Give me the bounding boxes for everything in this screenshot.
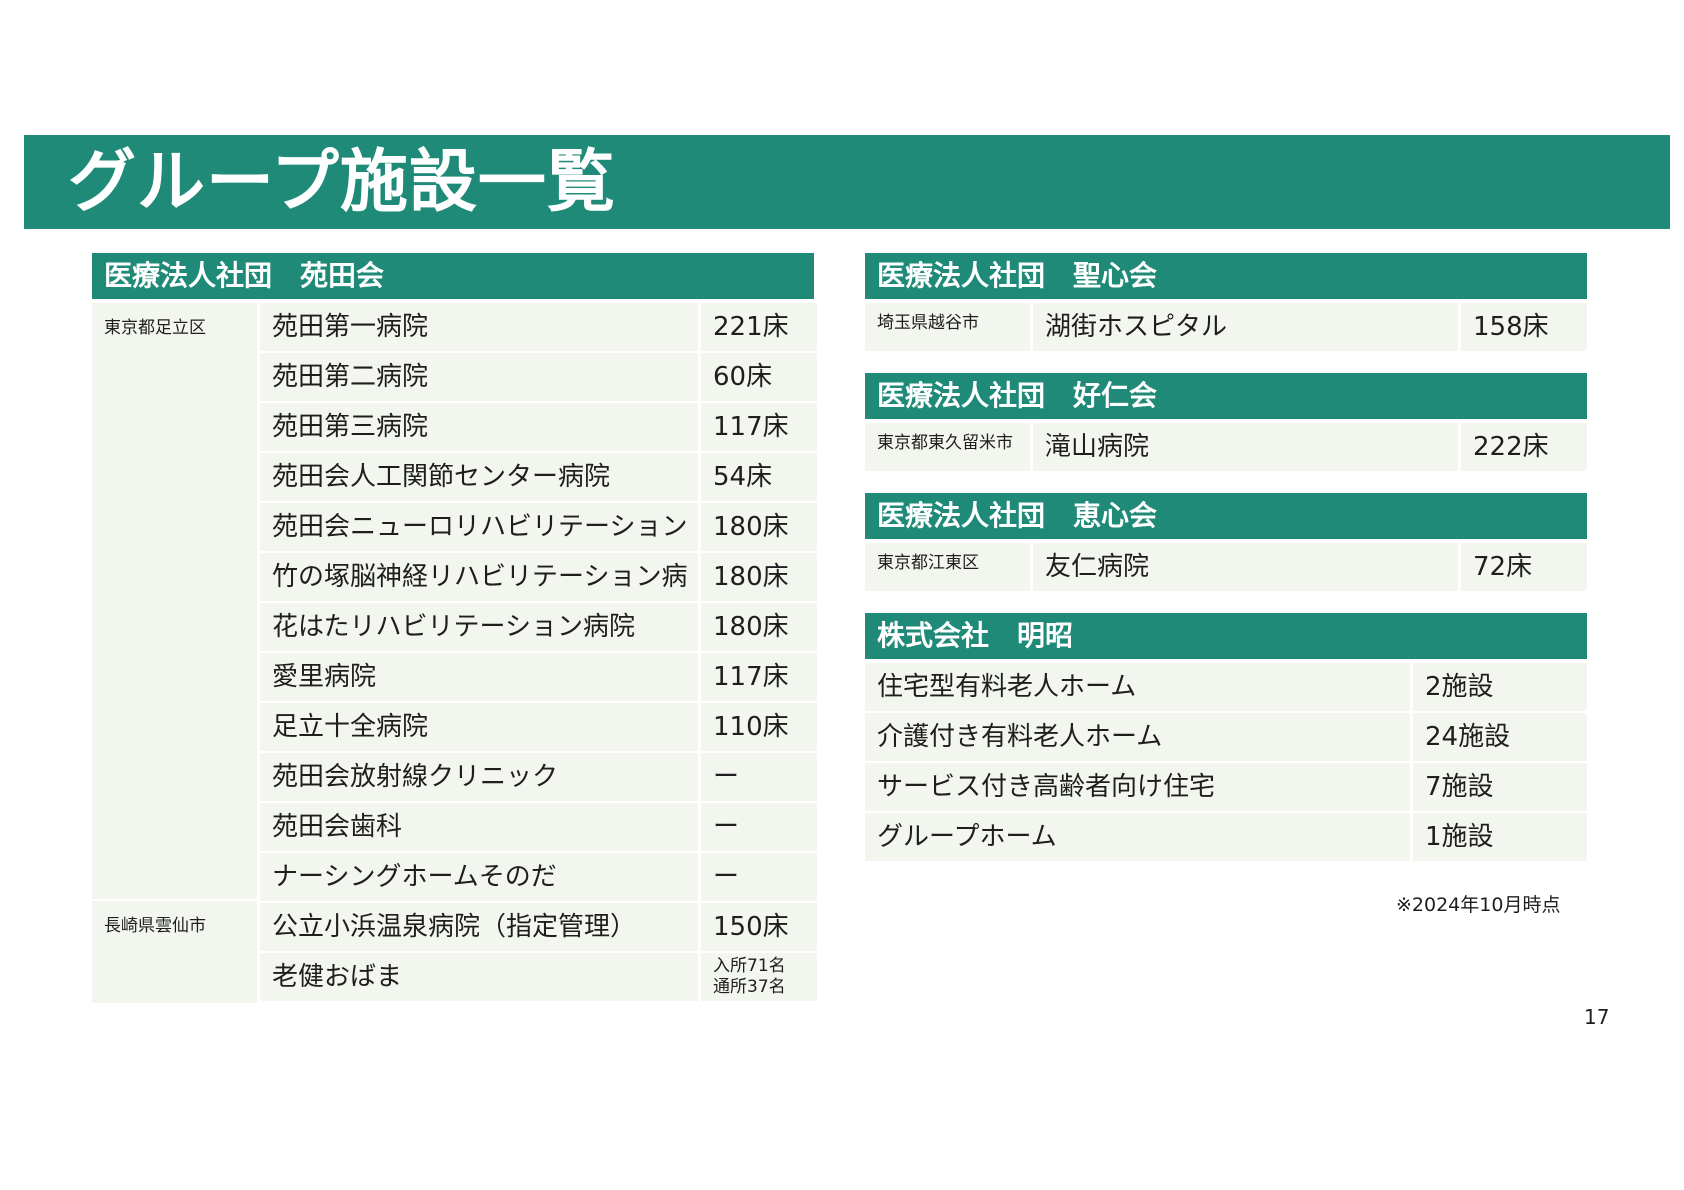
facility-name: 花はたリハビリテーション病院 — [260, 603, 698, 651]
facility-count: 2施設 — [1413, 663, 1587, 711]
facility-beds: 54床 — [701, 453, 817, 501]
section-header-seishinkai: 医療法人社団 聖心会 — [865, 253, 1587, 299]
facility-beds: 180床 — [701, 503, 817, 551]
facility-beds: 117床 — [701, 403, 817, 451]
table-row: 愛里病院 117床 — [257, 653, 817, 701]
facility-name: 竹の塚脳神経リハビリテーション病院 — [260, 553, 698, 640]
facility-beds: 158床 — [1461, 303, 1587, 351]
facility-beds: 222床 — [1461, 423, 1587, 471]
facility-name: 苑田会歯科 — [260, 803, 698, 851]
facility-beds: ー — [701, 803, 817, 851]
facility-count: 24施設 — [1413, 713, 1587, 761]
facility-count: 7施設 — [1413, 763, 1587, 811]
table-row: 花はたリハビリテーション病院 180床 — [257, 603, 817, 651]
facility-type: グループホーム — [865, 813, 1410, 861]
facility-beds: 110床 — [701, 703, 817, 751]
facility-beds: 72床 — [1461, 543, 1587, 591]
facility-capacity: 入所71名 通所37名 — [701, 953, 817, 1001]
capacity-line-2: 通所37名 — [713, 977, 786, 997]
facility-name: 苑田会人工関節センター病院 — [260, 453, 698, 501]
section-header-kojinkai: 医療法人社団 好仁会 — [865, 373, 1587, 419]
table-row: 苑田第三病院 117床 — [257, 403, 817, 451]
capacity-line-1: 入所71名 — [713, 956, 786, 976]
facility-beds: 180床 — [701, 603, 817, 651]
facility-type: 介護付き有料老人ホーム — [865, 713, 1410, 761]
region-koto: 東京都江東区 — [865, 543, 1030, 591]
facility-name: 友仁病院 — [1033, 543, 1458, 591]
facility-type: サービス付き高齢者向け住宅 — [865, 763, 1410, 811]
facility-name: 苑田第一病院 — [260, 303, 698, 351]
table-row: 足立十全病院 110床 — [257, 703, 817, 751]
table-row: サービス付き高齢者向け住宅 7施設 — [865, 763, 1587, 811]
page-number: 17 — [1584, 1005, 1610, 1029]
section-header-keishinkai: 医療法人社団 恵心会 — [865, 493, 1587, 539]
title-bar: グループ施設一覧 — [24, 135, 1670, 229]
table-row: 公立小浜温泉病院（指定管理） 150床 — [257, 903, 817, 951]
facility-name: 苑田会ニューロリハビリテーション病院 — [260, 503, 698, 590]
table-row: 苑田会人工関節センター病院 54床 — [257, 453, 817, 501]
region-koshigaya: 埼玉県越谷市 — [865, 303, 1030, 351]
table-row: 苑田第二病院 60床 — [257, 353, 817, 401]
region-adachi: 東京都足立区 — [92, 303, 257, 899]
table-row: ナーシングホームそのだ ー — [257, 853, 817, 901]
section-header-sonodakai: 医療法人社団 苑田会 — [92, 253, 814, 299]
page-title: グループ施設一覧 — [68, 143, 616, 222]
table-row: 苑田第一病院 221床 — [257, 303, 817, 351]
section-header-meisho: 株式会社 明昭 — [865, 613, 1587, 659]
facility-beds: 117床 — [701, 653, 817, 701]
table-row: 東京都江東区 友仁病院 72床 — [865, 543, 1587, 591]
table-row: 苑田会放射線クリニック ー — [257, 753, 817, 801]
table-row: 苑田会ニューロリハビリテーション病院 180床 — [257, 503, 817, 590]
facility-beds: 150床 — [701, 903, 817, 951]
facility-beds: ー — [701, 853, 817, 901]
facility-beds: 60床 — [701, 353, 817, 401]
facility-name: 老健おばま — [260, 953, 698, 1001]
facility-beds: 221床 — [701, 303, 817, 351]
facility-name: 苑田会放射線クリニック — [260, 753, 698, 801]
table-row: 老健おばま 入所71名 通所37名 — [257, 953, 817, 1001]
facility-name: ナーシングホームそのだ — [260, 853, 698, 901]
region-unzen: 長崎県雲仙市 — [92, 901, 257, 1003]
table-row: グループホーム 1施設 — [865, 813, 1587, 861]
region-higashikurume: 東京都東久留米市 — [865, 423, 1030, 471]
facility-name: 愛里病院 — [260, 653, 698, 701]
table-row: 介護付き有料老人ホーム 24施設 — [865, 713, 1587, 761]
facility-name: 苑田第二病院 — [260, 353, 698, 401]
as-of-note: ※2024年10月時点 — [1396, 894, 1561, 916]
table-row: 東京都東久留米市 滝山病院 222床 — [865, 423, 1587, 471]
facility-name: 足立十全病院 — [260, 703, 698, 751]
facility-name: 苑田第三病院 — [260, 403, 698, 451]
table-row: 埼玉県越谷市 湖街ホスピタル 158床 — [865, 303, 1587, 351]
facility-name: 公立小浜温泉病院（指定管理） — [260, 903, 698, 951]
facility-count: 1施設 — [1413, 813, 1587, 861]
table-row: 住宅型有料老人ホーム 2施設 — [865, 663, 1587, 711]
table-row: 竹の塚脳神経リハビリテーション病院 180床 — [257, 553, 817, 640]
facility-beds: 180床 — [701, 553, 817, 601]
table-row: 苑田会歯科 ー — [257, 803, 817, 851]
facility-name: 滝山病院 — [1033, 423, 1458, 471]
facility-type: 住宅型有料老人ホーム — [865, 663, 1410, 711]
facility-name: 湖街ホスピタル — [1033, 303, 1458, 351]
facility-beds: ー — [701, 753, 817, 801]
